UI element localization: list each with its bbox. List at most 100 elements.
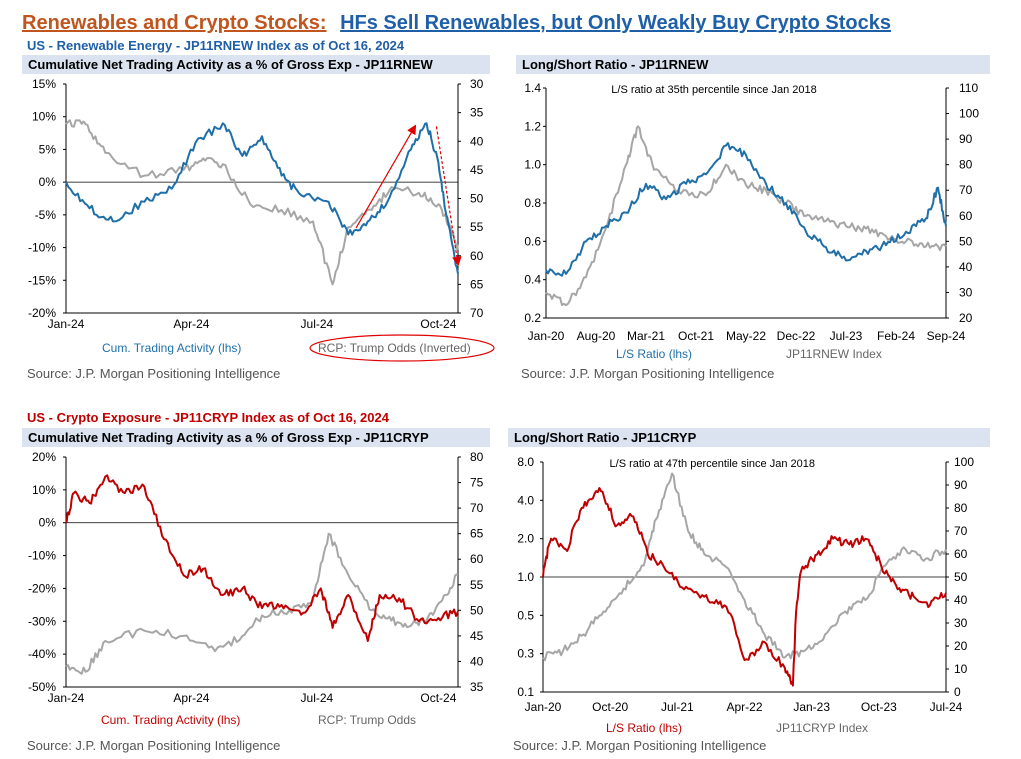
c1-legend-primary: Cum. Trading Activity (lhs) (102, 341, 241, 355)
c2-series-gray (545, 125, 947, 307)
c2-right-tick: 80 (959, 158, 973, 172)
c4-annotation: L/S ratio at 47th percentile since Jan 2… (610, 458, 815, 470)
title-part-a: Renewables and Crypto Stocks: (22, 12, 327, 34)
chart2-title-bar: Long/Short Ratio - JP11RNEW (516, 55, 990, 74)
section-header-crypto: US - Crypto Exposure - JP11CRYP Index as… (27, 410, 389, 425)
c2-x-tick: Mar-21 (627, 329, 665, 343)
c3-left-tick: -50% (28, 680, 56, 694)
c4-left-tick: 2.0 (517, 532, 534, 546)
c3-source: Source: J.P. Morgan Positioning Intellig… (27, 738, 280, 753)
c4-series-gray (542, 472, 947, 662)
c4-right-tick: 100 (954, 455, 974, 469)
c2-legend-primary: L/S Ratio (lhs) (616, 347, 692, 361)
c2-x-tick: Oct-21 (678, 329, 714, 343)
c1-series-gray (65, 119, 459, 286)
chart-crypto-activity: 20% 10% 0% -10% -20% -30% -40% -50% 80 75 70 65 60 55… (27, 450, 484, 753)
c1-left-tick: 0% (39, 175, 57, 189)
c2-left-tick: 0.6 (524, 234, 541, 248)
c4-left-tick: 8.0 (517, 455, 534, 469)
c1-right-tick: 30 (470, 77, 484, 91)
chart-renewable-activity: 15% 10% 5% 0% -5% -10% -15% -20% 30 35 40 45 50 55 60 6… (27, 77, 495, 381)
c2-left-tick: 1.4 (524, 81, 541, 95)
c3-legend-secondary: RCP: Trump Odds (318, 713, 416, 727)
c1-left-tick: -10% (28, 241, 56, 255)
c4-right-tick: 90 (954, 478, 968, 492)
c4-right-tick: 70 (954, 524, 968, 538)
c1-left-tick: 5% (39, 142, 57, 156)
c4-right-tick: 0 (954, 685, 961, 699)
section-header-renewable: US - Renewable Energy - JP11RNEW Index a… (27, 38, 405, 53)
c4-right-tick: 30 (954, 616, 968, 630)
c3-right-tick: 60 (470, 552, 484, 566)
c2-right-tick: 40 (959, 260, 973, 274)
c3-right-tick: 40 (470, 654, 484, 668)
c3-right-tick: 55 (470, 578, 484, 592)
c1-x-tick: Jan-24 (48, 317, 85, 331)
c1-left-tick: -5% (35, 208, 57, 222)
c4-right-tick: 80 (954, 501, 968, 515)
c3-right-tick: 80 (470, 450, 484, 464)
c1-left-tick: 15% (32, 77, 56, 91)
c1-source: Source: J.P. Morgan Positioning Intellig… (27, 366, 280, 381)
c1-right-tick: 35 (470, 106, 484, 120)
c1-left-tick: 10% (32, 110, 56, 124)
c3-right-tick: 50 (470, 603, 484, 617)
c2-right-tick: 50 (959, 234, 973, 248)
c4-x-tick: Jan-20 (525, 700, 562, 714)
c3-x-tick: Jul-24 (301, 691, 334, 705)
c2-x-tick: Aug-20 (577, 329, 616, 343)
c1-right-tick: 60 (470, 249, 484, 263)
c4-left-tick: 4.0 (517, 493, 534, 507)
c4-left-tick: 0.5 (517, 608, 534, 622)
c4-x-tick: Oct-23 (861, 700, 897, 714)
c4-right-tick: 60 (954, 547, 968, 561)
c3-left-tick: -10% (28, 549, 56, 563)
c4-right-tick: 50 (954, 570, 968, 584)
c4-x-tick: Jul-21 (661, 700, 694, 714)
c1-legend-highlight (309, 334, 495, 362)
c2-right-tick: 90 (959, 132, 973, 146)
c4-left-tick: 1.0 (517, 570, 534, 584)
c3-left-tick: -30% (28, 614, 56, 628)
c1-left-tick: -20% (28, 306, 56, 320)
c2-right-tick: 30 (959, 285, 973, 299)
c2-x-tick: Jan-20 (528, 329, 565, 343)
c2-x-tick: May-22 (726, 329, 766, 343)
c3-series-gray (65, 532, 459, 675)
c2-left-tick: 1.2 (524, 119, 541, 133)
c4-right-tick: 10 (954, 662, 968, 676)
c3-x-tick: Jan-24 (48, 691, 85, 705)
c1-right-tick: 55 (470, 220, 484, 234)
c4-x-tick: Jan-23 (793, 700, 830, 714)
chart4-title-bar: Long/Short Ratio - JP11CRYP (508, 428, 990, 447)
chart1-title-bar: Cumulative Net Trading Activity as a % o… (22, 55, 490, 74)
c1-x-tick: Oct-24 (420, 317, 456, 331)
c2-x-tick: Dec-22 (777, 329, 816, 343)
c2-left-tick: 0.4 (524, 273, 541, 287)
c4-x-tick: Jul-24 (930, 700, 963, 714)
c1-right-tick: 50 (470, 192, 484, 206)
c3-right-tick: 70 (470, 501, 484, 515)
c2-x-tick: Jul-23 (830, 329, 863, 343)
c2-series-blue (545, 142, 947, 277)
c2-x-tick: Feb-24 (877, 329, 915, 343)
c2-x-tick: Sep-24 (927, 329, 966, 343)
c3-right-tick: 75 (470, 476, 484, 490)
c3-left-tick: -20% (28, 581, 56, 595)
c2-right-tick: 100 (959, 107, 979, 121)
chart-renewable-ls-ratio: 1.4 1.2 1.0 0.8 0.6 0.4 0.2 110 100 90 80 70 60 50 40 3… (521, 81, 979, 381)
c1-right-tick: 70 (470, 306, 484, 320)
c2-right-tick: 60 (959, 209, 973, 223)
c4-right-tick: 40 (954, 593, 968, 607)
c2-right-tick: 20 (959, 311, 973, 325)
c3-right-tick: 35 (470, 680, 484, 694)
c3-right-tick: 65 (470, 527, 484, 541)
c4-legend-secondary: JP11CRYP Index (776, 721, 868, 735)
c2-left-tick: 1.0 (524, 158, 541, 172)
c2-left-tick: 0.2 (524, 311, 541, 325)
c4-left-tick: 0.1 (517, 685, 534, 699)
chart3-title-bar: Cumulative Net Trading Activity as a % o… (22, 428, 490, 447)
c1-left-tick: -15% (28, 273, 56, 287)
c3-x-tick: Apr-24 (173, 691, 209, 705)
